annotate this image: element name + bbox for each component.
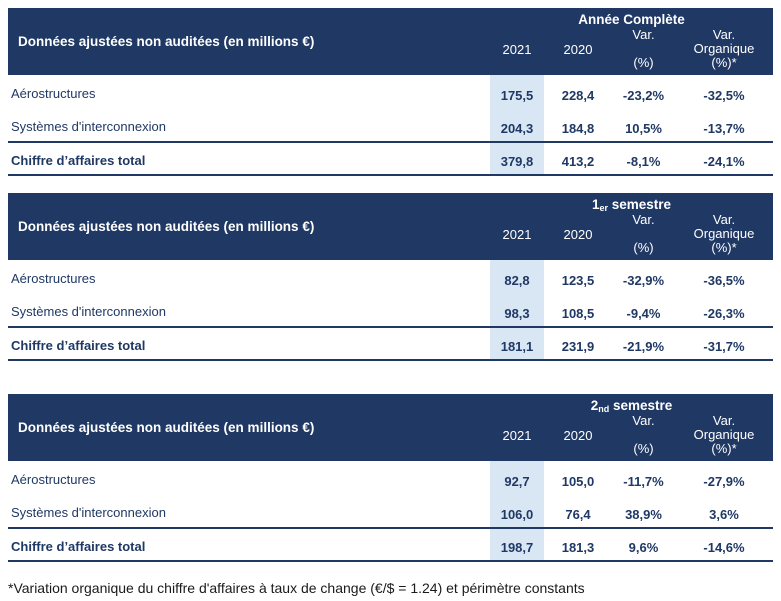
column-header-var-organique: Var. Organique (%)*: [693, 27, 755, 70]
period-title: Année Complète: [578, 12, 685, 27]
value-var-organique: -14,6%: [703, 540, 745, 555]
column-header-var: Var. (%): [632, 27, 655, 70]
value-var-organique: -13,7%: [703, 121, 745, 136]
value-var-organique: -24,1%: [703, 154, 745, 169]
value-var: 9,6%: [628, 540, 659, 555]
table-row: Aérostructures 175,5 228,4 -23,2% -32,5%: [8, 75, 773, 108]
value-2020: 108,5: [561, 306, 595, 321]
row-label: Aérostructures: [11, 270, 96, 286]
value-2021: 175,5: [490, 75, 544, 108]
column-header-2020: 2020: [563, 428, 593, 443]
row-label: Systèmes d'interconnexion: [11, 118, 166, 134]
value-var: -21,9%: [622, 339, 665, 354]
column-header-2021: 2021: [502, 428, 532, 443]
value-2020: 413,2: [561, 154, 595, 169]
table-row: Systèmes d'interconnexion 98,3 108,5 -9,…: [8, 293, 773, 326]
value-2020: 231,9: [561, 339, 595, 354]
row-label: Chiffre d’affaires total: [11, 152, 146, 168]
value-2021: 98,3: [490, 293, 544, 326]
table-header: Données ajustées non auditées (en millio…: [8, 193, 773, 260]
value-2020: 228,4: [561, 88, 595, 103]
table-row: Aérostructures 82,8 123,5 -32,9% -36,5%: [8, 260, 773, 293]
table-row: Systèmes d'interconnexion 204,3 184,8 10…: [8, 108, 773, 141]
table-header-columns: Année Complète 2021 2020 Var. (%) Var. Org…: [490, 8, 773, 75]
value-2021: 82,8: [490, 260, 544, 293]
value-var: -8,1%: [626, 154, 661, 169]
row-label: Chiffre d’affaires total: [11, 538, 146, 554]
column-header-var-organique: Var. Organique (%)*: [693, 413, 755, 456]
value-var-organique: -26,3%: [703, 306, 745, 321]
table-header-columns: 1 er semestre 2021 2020 Var. (%) Var. Organ…: [490, 193, 773, 260]
table-row: Systèmes d'interconnexion 106,0 76,4 38,…: [8, 494, 773, 527]
column-header-var: Var. (%): [632, 212, 655, 255]
table-total-row: Chiffre d’affaires total 181,1 231,9 -21…: [8, 326, 773, 359]
table-caption: Données ajustées non auditées (en millio…: [18, 219, 315, 234]
value-var-organique: -31,7%: [703, 339, 745, 354]
value-2020: 123,5: [561, 273, 595, 288]
column-header-2021: 2021: [502, 227, 532, 242]
value-var-organique: -27,9%: [703, 474, 745, 489]
value-var-organique: -32,5%: [703, 88, 745, 103]
table-premier-semestre: Données ajustées non auditées (en millio…: [8, 193, 773, 361]
value-2021: 204,3: [490, 108, 544, 141]
column-header-var: Var. (%): [632, 413, 655, 456]
footnote: *Variation organique du chiffre d'affair…: [8, 580, 585, 596]
value-2020: 181,3: [561, 540, 595, 555]
table-total-row: Chiffre d’affaires total 379,8 413,2 -8,…: [8, 141, 773, 174]
value-2021: 181,1: [490, 328, 544, 359]
table-caption: Données ajustées non auditées (en millio…: [18, 34, 315, 49]
value-2021: 92,7: [490, 461, 544, 494]
table-header: Données ajustées non auditées (en millio…: [8, 394, 773, 461]
value-var: 10,5%: [625, 121, 662, 136]
row-label: Aérostructures: [11, 85, 96, 101]
value-2020: 105,0: [561, 474, 595, 489]
column-header-2021: 2021: [502, 42, 532, 57]
row-label: Systèmes d'interconnexion: [11, 504, 166, 520]
table-row: Aérostructures 92,7 105,0 -11,7% -27,9%: [8, 461, 773, 494]
value-2021: 106,0: [490, 494, 544, 527]
row-label: Systèmes d'interconnexion: [11, 303, 166, 319]
value-var-organique: 3,6%: [709, 507, 739, 522]
table-annee-complete: Données ajustées non auditées (en millio…: [8, 8, 773, 176]
value-var: -23,2%: [622, 88, 665, 103]
value-var-organique: -36,5%: [703, 273, 745, 288]
column-header-2020: 2020: [563, 42, 593, 57]
period-title: 1 er semestre: [591, 197, 672, 213]
value-var: 38,9%: [625, 507, 662, 522]
value-var: -9,4%: [626, 306, 661, 321]
value-2021: 379,8: [490, 143, 544, 174]
column-header-var-organique: Var. Organique (%)*: [693, 212, 755, 255]
value-2021: 198,7: [490, 529, 544, 560]
value-var: -32,9%: [622, 273, 665, 288]
row-label: Chiffre d’affaires total: [11, 337, 146, 353]
table-caption: Données ajustées non auditées (en millio…: [18, 420, 315, 435]
value-2020: 76,4: [565, 507, 591, 522]
row-label: Aérostructures: [11, 471, 96, 487]
table-second-semestre: Données ajustées non auditées (en millio…: [8, 394, 773, 562]
value-var: -11,7%: [623, 474, 664, 489]
table-header: Données ajustées non auditées (en millio…: [8, 8, 773, 75]
column-header-2020: 2020: [563, 227, 593, 242]
value-2020: 184,8: [561, 121, 595, 136]
table-total-row: Chiffre d’affaires total 198,7 181,3 9,6…: [8, 527, 773, 560]
